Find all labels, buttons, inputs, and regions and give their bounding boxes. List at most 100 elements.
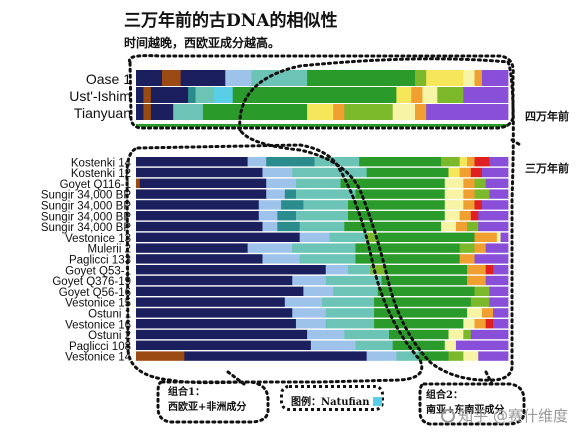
bars-layer [136, 70, 509, 361]
bar-segment-orange [467, 265, 487, 275]
bar-segment-light_blue [310, 340, 356, 350]
bar-segment-light_blue [284, 297, 323, 307]
bar-segment-pale_yellow [392, 104, 416, 120]
bar-segment-brown [136, 351, 185, 361]
bar-segment-red [485, 265, 494, 275]
bar-segment-green [385, 265, 468, 275]
thirty-k-tick [510, 138, 524, 148]
bar-segment-dark_navy [136, 232, 301, 242]
bar-segment-green [418, 351, 449, 361]
bar-segment-dark_navy [136, 70, 163, 86]
bar-segment-red [470, 167, 483, 178]
bar-segment-orange [459, 211, 472, 221]
bar-segment-olive [474, 189, 490, 199]
bar-segment-purple [489, 297, 509, 307]
bar-segment-light_blue [303, 286, 334, 296]
row-label: Vestonice 13 [65, 233, 131, 245]
bar-segment-dark_navy [136, 104, 144, 120]
row-label: Tianyuan [74, 105, 131, 121]
row-label: Ostuni 2 [88, 330, 131, 342]
bar-segment-pale_yellow [444, 340, 457, 350]
bar-segment-light_blue [262, 167, 293, 178]
bar-segment-purple [474, 254, 509, 264]
bar-segment-natufian_cyan [214, 87, 234, 103]
bar-segment-pale_yellow [463, 319, 475, 329]
bar-segment-green [307, 70, 416, 86]
row-label: Goyet Q116-1 [60, 179, 131, 191]
row-label: Kostenki 12 [71, 168, 131, 180]
group2-annotation: 组合2： 南亚+东南亚成分 [426, 388, 504, 418]
bar-segment-teal [295, 178, 341, 188]
bar-segment-purple [478, 211, 509, 221]
legend-entry: 图例：Natufian [291, 393, 382, 408]
bar-segment-pale_yellow [463, 351, 479, 361]
bar-segment-green [202, 104, 308, 120]
bar-segment-olive [459, 243, 475, 253]
bar-segment-brown [143, 87, 152, 103]
bar-segment-olive [474, 286, 490, 296]
bar-segment-red [474, 157, 490, 167]
bar-segment-red [470, 211, 479, 221]
bar-segment-dark_navy [136, 286, 304, 296]
bar-segment-brown [136, 178, 141, 188]
bar-segment-olive [366, 232, 379, 242]
bar-segment-purple [455, 340, 509, 350]
bar-segment-dark_navy [136, 308, 293, 318]
bar-segment-dark_navy [150, 87, 189, 103]
bar-segment-teal [325, 308, 375, 318]
bar-segment-green [374, 297, 472, 307]
bar-segment-green [355, 189, 446, 199]
bar-segment-light_blue [247, 157, 267, 167]
group1-annotation: 组合1： 西欧亚+非洲成分 [168, 385, 246, 415]
group2-annotation-line2: 南亚+东南亚成分 [426, 405, 505, 416]
bar-segment-purple [481, 167, 509, 178]
row-label: Kostenki 14 [71, 157, 132, 169]
row-label: Ust'-Ishim [69, 88, 131, 104]
row-label: Sungir 34,000 BP [41, 201, 131, 213]
bar-segment-purple [470, 329, 509, 340]
row-label: Vestonice 14 [65, 352, 131, 364]
bar-segment-pale_yellow [467, 308, 483, 318]
bar-segment-dark_navy [150, 104, 174, 120]
bar-segment-olive [370, 265, 386, 275]
bar-segment-purple [489, 286, 509, 296]
bar-segment-purple [481, 200, 509, 210]
bar-segment-orange [455, 221, 468, 232]
bar-segment-olive [474, 178, 487, 188]
bar-segment-dark_navy [136, 329, 308, 340]
bar-segment-green [355, 254, 461, 264]
bar-segment-teal_dark [188, 87, 196, 103]
group-label-40k: 四万年前 [525, 110, 569, 123]
group1-annotation-line2: 西欧亚+非洲成分 [168, 402, 247, 413]
group2-bubble-outline [418, 382, 526, 426]
bar-segment-orange [463, 178, 475, 188]
bar-segment-teal [333, 286, 379, 296]
bar-segment-green [348, 200, 446, 210]
bar-segment-dark_navy [136, 243, 248, 253]
bar-segment-olive [441, 157, 461, 167]
bar-segment-orange [474, 70, 483, 86]
bar-segment-teal [295, 189, 356, 199]
bar-segment-teal [396, 351, 420, 361]
bar-segment-red [474, 200, 483, 210]
bar-segment-dark_navy [136, 87, 144, 103]
bar-segment-pale_yellow [448, 329, 464, 340]
bar-segment-purple [485, 275, 509, 286]
bar-segment-purple [485, 243, 509, 253]
bar-segment-teal_dark [284, 189, 297, 199]
watermark: 知乎 @赛什维度 [441, 405, 568, 426]
bar-segment-light_blue [299, 232, 330, 242]
bar-segment-dark_navy [139, 178, 267, 188]
row-label: Vestonice 16 [65, 319, 131, 331]
bar-segment-green [374, 319, 464, 329]
bar-segment-red [485, 319, 494, 329]
bar-segment-teal_dark [277, 211, 297, 221]
bar-segment-pale_yellow [422, 87, 438, 103]
row-label: Goyet Q53-1 [65, 265, 131, 277]
bar-segment-purple [485, 178, 509, 188]
bar-segment-teal [348, 265, 371, 275]
bar-segment-orange [459, 167, 472, 178]
bar-segment-olive [470, 297, 490, 307]
bar-segment-teal [314, 157, 360, 167]
